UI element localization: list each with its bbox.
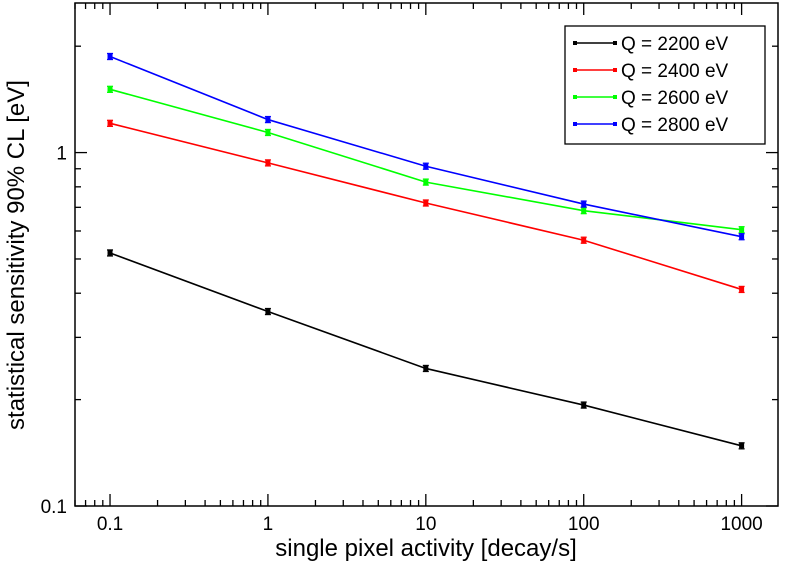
data-point: [581, 237, 587, 243]
data-point: [581, 208, 587, 214]
legend-entry: Q = 2600 eV: [573, 88, 729, 109]
legend: Q = 2200 eV Q = 2400 eV Q = 2600 eV Q = 280…: [564, 25, 766, 145]
legend-label: Q = 2800 eV: [621, 115, 729, 136]
data-point: [107, 54, 113, 60]
data-point: [739, 227, 745, 233]
series-line: [109, 252, 742, 447]
legend-label: Q = 2600 eV: [621, 88, 729, 109]
data-point: [107, 120, 113, 126]
data-point: [107, 250, 113, 256]
series-0: [107, 249, 745, 450]
data-point: [423, 163, 429, 169]
legend-marker: [613, 68, 617, 72]
data-point: [581, 201, 587, 207]
legend-entry: Q = 2400 eV: [573, 61, 729, 82]
x-tick-label: 1: [263, 514, 274, 535]
legend-marker: [613, 95, 617, 99]
data-point: [107, 86, 113, 92]
data-point: [739, 286, 745, 292]
y-axis-title: statistical sensitivity 90% CL [eV]: [3, 80, 30, 430]
x-tick-label: 0.1: [97, 514, 123, 535]
y-tick-label: 1: [56, 144, 67, 165]
legend-label: Q = 2400 eV: [621, 61, 729, 82]
data-point: [265, 117, 271, 123]
data-point: [423, 179, 429, 185]
x-tick-label: 1000: [720, 514, 762, 535]
legend-marker: [573, 68, 577, 72]
series-2: [107, 85, 745, 234]
data-point: [739, 443, 745, 449]
legend-marker: [573, 41, 577, 45]
data-point: [423, 200, 429, 206]
legend-marker: [573, 122, 577, 126]
legend-entry: Q = 2800 eV: [573, 115, 729, 136]
legend-marker: [613, 122, 617, 126]
data-point: [581, 402, 587, 408]
y-tick-label: 0.1: [41, 497, 67, 518]
x-tick-label: 10: [415, 514, 436, 535]
data-point: [739, 234, 745, 240]
legend-label: Q = 2200 eV: [621, 34, 729, 55]
data-point: [265, 129, 271, 135]
data-point: [423, 365, 429, 371]
x-tick-label: 100: [568, 514, 600, 535]
series-3: [107, 52, 745, 241]
x-axis-title: single pixel activity [decay/s]: [275, 535, 576, 562]
plot-frame: [74, 2, 779, 507]
legend-marker: [613, 41, 617, 45]
data-point: [265, 160, 271, 166]
data-point: [265, 309, 271, 315]
legend-entry: Q = 2200 eV: [573, 34, 729, 55]
series-1: [107, 119, 745, 294]
legend-marker: [573, 95, 577, 99]
